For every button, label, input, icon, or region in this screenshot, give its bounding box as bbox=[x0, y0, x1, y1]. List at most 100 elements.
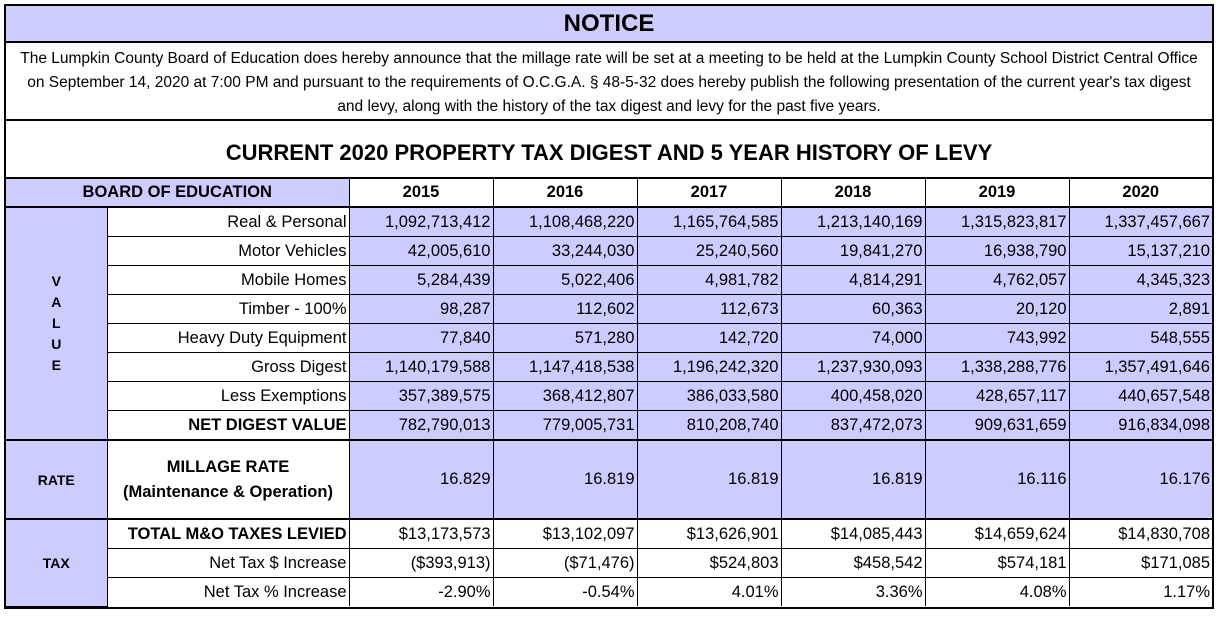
notice-title: NOTICE bbox=[6, 6, 1212, 43]
table-row: V A L U E Real & Personal 1,092,713,412 … bbox=[6, 207, 1212, 441]
rate-side-label: RATE bbox=[6, 440, 107, 520]
value-cell: 33,244,030 bbox=[492, 236, 637, 266]
value-cell: 1,213,140,169 bbox=[780, 207, 925, 237]
millage-rate-title: MILLAGE RATE bbox=[166, 457, 290, 476]
row-label: Timber - 100% bbox=[106, 294, 349, 324]
tax-cell: $14,085,443 bbox=[780, 519, 925, 549]
tax-cell: $14,830,708 bbox=[1068, 519, 1212, 549]
table-row: Timber - 100% 98,287 112,602 112,673 60,… bbox=[6, 294, 1212, 324]
value-cell: 60,363 bbox=[780, 294, 925, 324]
value-cell: 1,338,288,776 bbox=[924, 352, 1069, 382]
table-row: Gross Digest 1,140,179,588 1,147,418,538… bbox=[6, 352, 1212, 382]
value-cell: 1,315,823,817 bbox=[924, 207, 1069, 237]
year-header: 2018 bbox=[780, 179, 925, 208]
value-cell: 428,657,117 bbox=[924, 381, 1069, 411]
tax-cell: -2.90% bbox=[348, 577, 493, 606]
tax-cell: $13,173,573 bbox=[348, 519, 493, 549]
value-cell: 42,005,610 bbox=[348, 236, 493, 266]
table-row: NET DIGEST VALUE 782,790,013 779,005,731… bbox=[6, 410, 1212, 441]
value-cell: 909,631,659 bbox=[924, 410, 1069, 441]
tax-cell: ($393,913) bbox=[348, 548, 493, 578]
row-label: TOTAL M&O TAXES LEVIED bbox=[106, 519, 349, 549]
value-cell: 916,834,098 bbox=[1068, 410, 1212, 441]
table-row: Heavy Duty Equipment 77,840 571,280 142,… bbox=[6, 323, 1212, 353]
value-cell: 548,555 bbox=[1068, 323, 1212, 353]
row-label: Real & Personal bbox=[106, 207, 349, 237]
tax-side-label: TAX bbox=[6, 519, 107, 607]
value-side-label: V A L U E bbox=[6, 207, 107, 441]
table-row: Motor Vehicles 42,005,610 33,244,030 25,… bbox=[6, 236, 1212, 266]
value-cell: 1,357,491,646 bbox=[1068, 352, 1212, 382]
value-cell: 2,891 bbox=[1068, 294, 1212, 324]
notice-body: The Lumpkin County Board of Education do… bbox=[6, 43, 1212, 121]
value-cell: 837,472,073 bbox=[780, 410, 925, 441]
value-cell: 1,140,179,588 bbox=[348, 352, 493, 382]
year-header: 2015 bbox=[348, 179, 493, 208]
value-cell: 571,280 bbox=[492, 323, 637, 353]
table-row: Mobile Homes 5,284,439 5,022,406 4,981,7… bbox=[6, 265, 1212, 295]
row-label: Mobile Homes bbox=[106, 265, 349, 295]
value-cell: 782,790,013 bbox=[348, 410, 493, 441]
value-cell: 15,137,210 bbox=[1068, 236, 1212, 266]
tax-cell: $574,181 bbox=[924, 548, 1069, 578]
tax-cell: $171,085 bbox=[1068, 548, 1212, 578]
value-cell: 74,000 bbox=[780, 323, 925, 353]
rate-cell: 16.819 bbox=[492, 440, 637, 520]
tax-cell: $14,659,624 bbox=[924, 519, 1069, 549]
value-cell: 142,720 bbox=[636, 323, 781, 353]
value-side-letter: A bbox=[51, 294, 62, 310]
value-side-letter: U bbox=[51, 336, 62, 352]
rate-cell: 16.819 bbox=[780, 440, 925, 520]
value-cell: 4,981,782 bbox=[636, 265, 781, 295]
value-cell: 112,673 bbox=[636, 294, 781, 324]
value-cell: 779,005,731 bbox=[492, 410, 637, 441]
value-cell: 77,840 bbox=[348, 323, 493, 353]
tax-digest-table: BOARD OF EDUCATION 2015 2016 2017 2018 2… bbox=[6, 179, 1212, 607]
tax-cell: $524,803 bbox=[636, 548, 781, 578]
value-cell: 1,165,764,585 bbox=[636, 207, 781, 237]
value-cell: 5,022,406 bbox=[492, 265, 637, 295]
table-row: TAX TOTAL M&O TAXES LEVIED $13,173,573 $… bbox=[6, 519, 1212, 607]
header-row: BOARD OF EDUCATION 2015 2016 2017 2018 2… bbox=[6, 179, 1212, 208]
value-cell: 357,389,575 bbox=[348, 381, 493, 411]
table-row: Net Tax % Increase -2.90% -0.54% 4.01% 3… bbox=[6, 577, 1212, 606]
value-cell: 400,458,020 bbox=[780, 381, 925, 411]
rate-cell: 16.116 bbox=[924, 440, 1069, 520]
value-side-letter: L bbox=[51, 315, 61, 331]
year-header: 2016 bbox=[492, 179, 637, 208]
value-cell: 20,120 bbox=[924, 294, 1069, 324]
value-cell: 1,147,418,538 bbox=[492, 352, 637, 382]
tax-cell: $13,626,901 bbox=[636, 519, 781, 549]
value-cell: 1,108,468,220 bbox=[492, 207, 637, 237]
row-label: Gross Digest bbox=[106, 352, 349, 382]
rate-cell: 16.176 bbox=[1068, 440, 1212, 520]
notice-document: NOTICE The Lumpkin County Board of Educa… bbox=[4, 4, 1214, 609]
tax-cell: $13,102,097 bbox=[492, 519, 637, 549]
row-label: NET DIGEST VALUE bbox=[106, 410, 349, 441]
row-label: Less Exemptions bbox=[106, 381, 349, 411]
year-header: 2020 bbox=[1068, 179, 1212, 208]
value-cell: 1,337,457,667 bbox=[1068, 207, 1212, 237]
value-cell: 16,938,790 bbox=[924, 236, 1069, 266]
table-row: Net Tax $ Increase ($393,913) ($71,476) … bbox=[6, 548, 1212, 578]
value-cell: 1,237,930,093 bbox=[780, 352, 925, 382]
value-cell: 4,762,057 bbox=[924, 265, 1069, 295]
value-cell: 368,412,807 bbox=[492, 381, 637, 411]
value-cell: 19,841,270 bbox=[780, 236, 925, 266]
digest-title: CURRENT 2020 PROPERTY TAX DIGEST AND 5 Y… bbox=[6, 121, 1212, 179]
value-cell: 743,992 bbox=[924, 323, 1069, 353]
value-cell: 386,033,580 bbox=[636, 381, 781, 411]
value-cell: 4,345,323 bbox=[1068, 265, 1212, 295]
value-cell: 440,657,548 bbox=[1068, 381, 1212, 411]
value-cell: 4,814,291 bbox=[780, 265, 925, 295]
tax-cell: ($71,476) bbox=[492, 548, 637, 578]
value-cell: 112,602 bbox=[492, 294, 637, 324]
tax-cell: 1.17% bbox=[1068, 577, 1212, 606]
rate-cell: 16.829 bbox=[348, 440, 493, 520]
row-label: Heavy Duty Equipment bbox=[106, 323, 349, 353]
value-cell: 1,092,713,412 bbox=[348, 207, 493, 237]
value-cell: 25,240,560 bbox=[636, 236, 781, 266]
tax-cell: 3.36% bbox=[780, 577, 925, 606]
row-label: Net Tax % Increase bbox=[106, 577, 349, 606]
row-label: Net Tax $ Increase bbox=[106, 548, 349, 578]
